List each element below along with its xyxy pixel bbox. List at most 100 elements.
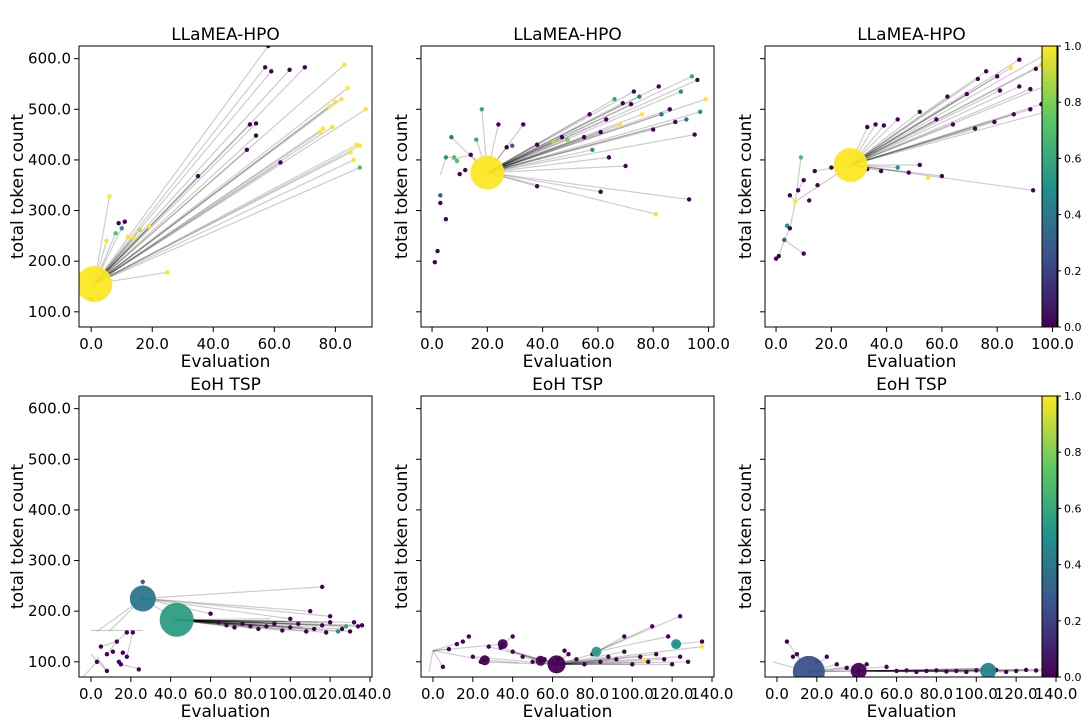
data-point bbox=[457, 171, 462, 177]
edge-line bbox=[176, 619, 287, 622]
edge-line bbox=[93, 124, 251, 285]
data-point bbox=[824, 654, 829, 659]
data-point bbox=[443, 155, 449, 160]
x-axis-label: Evaluation bbox=[867, 702, 957, 722]
data-point bbox=[113, 231, 118, 236]
data-point bbox=[669, 662, 675, 667]
edge-line bbox=[93, 131, 321, 285]
data-point bbox=[638, 654, 643, 659]
y-axis-label: total token count bbox=[8, 464, 28, 610]
data-point bbox=[653, 211, 659, 217]
hub-marker bbox=[159, 602, 194, 637]
data-point bbox=[684, 117, 689, 122]
data-point bbox=[873, 122, 878, 127]
data-point bbox=[216, 620, 221, 625]
data-point bbox=[950, 122, 956, 127]
edge-line bbox=[93, 123, 257, 285]
data-point bbox=[582, 662, 587, 667]
x-tick-label: 120.0 bbox=[995, 685, 1038, 703]
data-point bbox=[801, 177, 806, 183]
data-point bbox=[262, 65, 268, 70]
edge-line bbox=[93, 66, 266, 285]
edge-line bbox=[850, 85, 1020, 166]
plot-area bbox=[82, 579, 365, 677]
y-axis-label: total token count bbox=[736, 114, 756, 260]
edge-line bbox=[556, 656, 641, 665]
colorbar-tick-label: 0.8 bbox=[1064, 446, 1082, 459]
data-point bbox=[510, 634, 515, 639]
data-point bbox=[934, 668, 939, 673]
edge-line bbox=[487, 136, 585, 174]
data-point bbox=[118, 662, 124, 667]
x-tick-label: 20.0 bbox=[800, 685, 833, 703]
data-point bbox=[630, 662, 635, 667]
data-point bbox=[685, 659, 691, 665]
edge-line bbox=[487, 123, 621, 174]
edge-line bbox=[487, 111, 701, 174]
data-point bbox=[264, 624, 269, 629]
data-point bbox=[562, 648, 567, 653]
data-point bbox=[468, 152, 473, 158]
x-tick-label: 100.0 bbox=[611, 685, 654, 703]
edge-line bbox=[432, 650, 444, 668]
x-tick-label: 80.0 bbox=[234, 685, 267, 703]
data-point bbox=[124, 630, 130, 635]
data-point bbox=[939, 173, 945, 179]
data-point bbox=[598, 189, 603, 195]
data-point bbox=[650, 127, 656, 132]
edge-line bbox=[850, 53, 1048, 166]
data-point bbox=[697, 109, 703, 115]
y-tick-label: 600.0 bbox=[28, 50, 71, 68]
data-point bbox=[363, 107, 369, 112]
edge-line bbox=[556, 651, 625, 665]
data-point bbox=[964, 669, 969, 675]
data-point bbox=[865, 124, 870, 130]
colorbar-tick-label: 0.0 bbox=[1064, 671, 1082, 684]
edge-line bbox=[850, 70, 987, 166]
data-point bbox=[345, 85, 350, 91]
data-point bbox=[622, 634, 627, 639]
data-point bbox=[510, 143, 515, 148]
edge-line bbox=[176, 619, 355, 623]
edge-line bbox=[96, 656, 108, 672]
edge-line bbox=[93, 126, 333, 285]
edge-line bbox=[484, 659, 519, 664]
hub-marker bbox=[479, 655, 490, 666]
data-point bbox=[1011, 112, 1016, 117]
data-point bbox=[195, 173, 201, 179]
data-point bbox=[646, 659, 651, 665]
colorbar-gradient bbox=[1041, 395, 1058, 678]
hub-marker bbox=[792, 655, 825, 677]
x-tick-label: 80.0 bbox=[576, 685, 609, 703]
y-tick-label: 500.0 bbox=[28, 450, 71, 468]
data-point bbox=[266, 46, 271, 49]
edge-line bbox=[850, 85, 1045, 166]
x-tick-label: 0.0 bbox=[765, 685, 789, 703]
edge-line bbox=[789, 201, 796, 229]
data-point bbox=[351, 157, 356, 163]
data-point bbox=[208, 611, 213, 616]
data-point bbox=[667, 107, 672, 112]
data-point bbox=[598, 659, 603, 665]
data-point bbox=[895, 117, 900, 122]
data-point bbox=[790, 654, 796, 659]
data-point bbox=[695, 77, 700, 83]
data-point bbox=[1008, 65, 1014, 70]
data-point bbox=[1017, 57, 1022, 62]
data-point bbox=[703, 96, 708, 102]
x-tick-label: 20.0 bbox=[136, 335, 169, 353]
edge-line bbox=[850, 108, 1031, 166]
edge-line bbox=[850, 59, 1020, 166]
edge-line bbox=[487, 108, 670, 174]
edge-line bbox=[487, 121, 676, 174]
data-point bbox=[673, 119, 678, 125]
chart-panel-1: LLaMEA-HPO 0.0 20.0 40.0 60.0 80.0 100.0 200.0 3… bbox=[8, 25, 373, 372]
data-point bbox=[784, 639, 790, 644]
edge-line bbox=[794, 157, 802, 202]
data-point bbox=[438, 193, 443, 198]
data-point bbox=[699, 639, 705, 644]
data-point bbox=[460, 639, 466, 644]
chart-title: EoH TSP bbox=[190, 375, 261, 395]
data-point bbox=[137, 227, 143, 232]
edge-line bbox=[778, 239, 785, 257]
